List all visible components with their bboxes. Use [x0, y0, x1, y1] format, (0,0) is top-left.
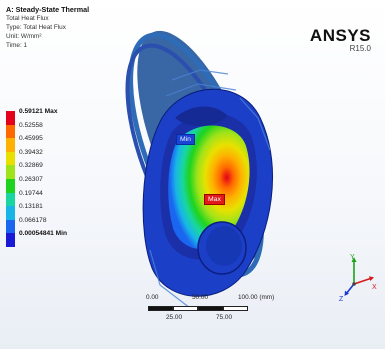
legend-label: 0.32869 — [19, 162, 43, 170]
logo-name: ANSYS — [309, 26, 371, 45]
legend-label: 0.39432 — [19, 148, 43, 156]
z-axis-label: Z — [339, 296, 344, 302]
ansys-logo: ANSYS R15.0 — [310, 26, 371, 53]
triad-origin — [352, 282, 356, 286]
x-axis-arrow — [369, 276, 374, 281]
legend-swatch — [6, 151, 15, 166]
axis-triad[interactable]: Y X Z — [338, 252, 378, 302]
scale-tick-100: 100.00 (mm) — [238, 294, 275, 301]
analysis-title: A: Steady-State Thermal — [6, 5, 90, 14]
z-axis-arrow — [344, 290, 349, 296]
legend-label: 0.00054841 Min — [19, 230, 68, 238]
scale-segment — [198, 306, 223, 311]
x-axis-line — [353, 277, 373, 285]
y-axis-label: Y — [350, 254, 355, 261]
legend-swatch — [6, 124, 15, 139]
model-hole-inner — [206, 226, 242, 266]
legend-swatch — [6, 206, 15, 220]
legend-swatch — [6, 192, 15, 207]
legend-swatch — [6, 111, 15, 125]
scale-tick-0: 0.00 — [146, 294, 159, 301]
scale-segment — [223, 306, 248, 311]
legend-label: 0.59121 Max — [19, 108, 58, 115]
y-axis-arrow — [351, 257, 357, 262]
logo-release: R15.0 — [349, 44, 371, 53]
legend-swatch — [6, 165, 15, 179]
z-axis-line — [345, 283, 355, 295]
legend-label: 0.52558 — [19, 121, 43, 129]
scale-segment — [173, 306, 198, 311]
legend-label: 0.19744 — [19, 189, 43, 197]
scale-segment — [148, 306, 173, 311]
legend-label: 0.26307 — [19, 175, 43, 183]
x-axis-label: X — [372, 284, 377, 291]
model-heat-region — [168, 125, 250, 250]
scale-tick-75: 75.00 — [216, 314, 232, 321]
model-upper-patch — [175, 106, 228, 127]
result-unit: Unit: W/mm² — [6, 33, 42, 40]
legend-swatch — [6, 219, 15, 234]
legend-swatch — [6, 178, 15, 193]
legend-swatch — [6, 138, 15, 152]
scale-bar: 0.00 50.00 100.00 (mm) 25.00 75.00 — [146, 293, 276, 329]
result-header: A: Steady-State Thermal Total Heat Flux … — [6, 5, 89, 50]
model-edge-lines — [149, 69, 271, 309]
legend-label: 0.45995 — [19, 135, 43, 143]
result-name: Total Heat Flux — [6, 15, 49, 22]
legend-label: 0.13181 — [19, 203, 43, 211]
min-probe-label[interactable]: Min — [176, 134, 195, 145]
result-time: Time: 1 — [6, 42, 28, 49]
scale-tick-50: 50.00 — [192, 294, 208, 301]
result-type: Type: Total Heat Flux — [6, 24, 66, 31]
scale-tick-25: 25.00 — [166, 314, 182, 321]
legend-swatch — [6, 233, 15, 247]
legend-label: 0.066178 — [19, 216, 47, 224]
max-probe-label[interactable]: Max — [204, 194, 225, 205]
